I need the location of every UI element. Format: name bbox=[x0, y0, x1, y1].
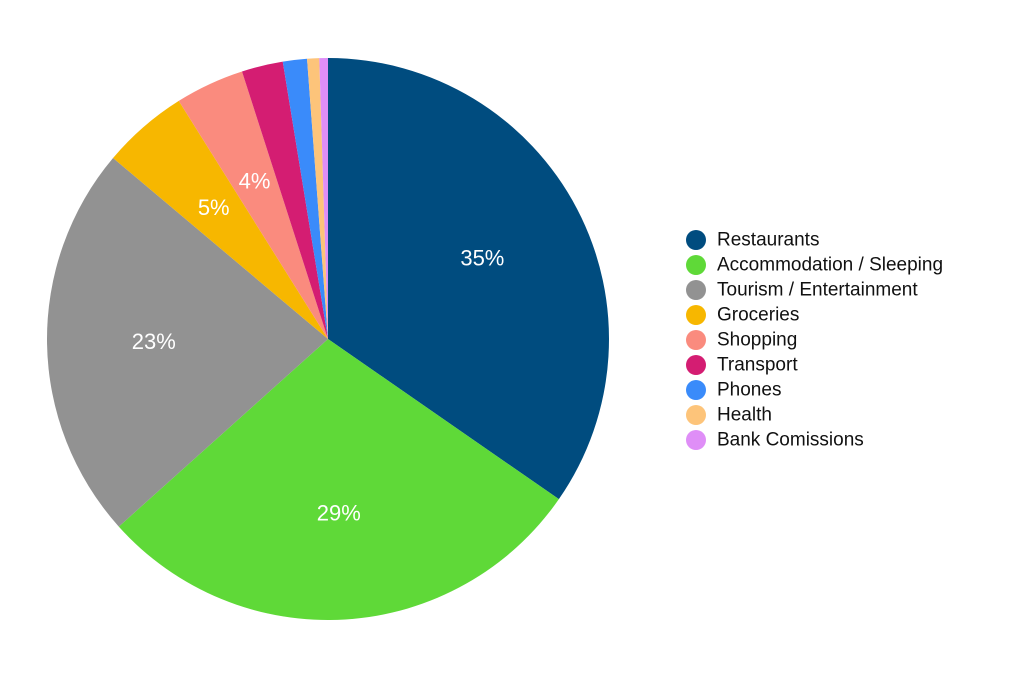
legend-swatch bbox=[686, 330, 706, 350]
slice-label: 5% bbox=[198, 195, 230, 220]
pie-slice-tourism-entertainment bbox=[46, 158, 329, 527]
legend-swatch bbox=[686, 355, 706, 375]
legend-label: Groceries bbox=[717, 305, 799, 326]
legend-label: Accommodation / Sleeping bbox=[717, 255, 943, 276]
pie-slice-health bbox=[307, 58, 328, 339]
pie-slice-accommodation-sleeping bbox=[118, 339, 559, 620]
legend-label: Shopping bbox=[717, 330, 797, 351]
legend-label: Transport bbox=[717, 355, 798, 376]
legend-swatch bbox=[686, 430, 706, 450]
legend-swatch bbox=[686, 255, 706, 275]
pie-slice-transport bbox=[241, 61, 328, 339]
pie-slices bbox=[46, 58, 609, 620]
legend-label: Restaurants bbox=[717, 230, 819, 251]
slice-label: 4% bbox=[239, 169, 271, 194]
legend-label: Phones bbox=[717, 380, 781, 401]
legend-swatch bbox=[686, 305, 706, 325]
pie-slice-phones bbox=[282, 58, 328, 340]
slice-label: 29% bbox=[317, 500, 361, 525]
legend-label: Bank Comissions bbox=[717, 430, 864, 451]
slice-label: 35% bbox=[460, 246, 504, 271]
legend-swatch bbox=[686, 405, 706, 425]
legend-label: Tourism / Entertainment bbox=[717, 280, 918, 301]
legend-swatch bbox=[686, 230, 706, 250]
legend-label: Health bbox=[717, 405, 772, 426]
pie-slice-groceries bbox=[113, 100, 328, 339]
pie-slice-restaurants bbox=[328, 58, 609, 500]
legend-swatch bbox=[686, 380, 706, 400]
pie-slice-labels: 35% 29% 23% 5% 4% bbox=[132, 169, 505, 526]
legend: Restaurants Accommodation / Sleeping Touri… bbox=[686, 230, 943, 451]
pie-slice-bank-comissions bbox=[319, 58, 328, 339]
pie-slice-shopping bbox=[178, 71, 328, 339]
legend-swatch bbox=[686, 280, 706, 300]
slice-label: 23% bbox=[132, 329, 176, 354]
